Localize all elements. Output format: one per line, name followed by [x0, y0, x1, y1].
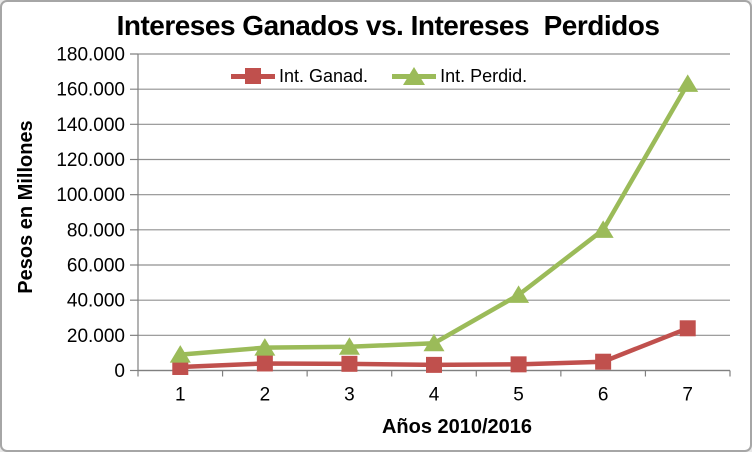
square-series-marker-icon — [231, 64, 275, 88]
y-tick-label: 40.000 — [67, 291, 125, 312]
y-tick-label: 120.000 — [56, 150, 125, 171]
x-tick-label: 1 — [175, 385, 186, 406]
x-tick-label: 7 — [682, 385, 693, 406]
triangle-series-marker-icon — [392, 64, 437, 88]
y-tick-label: 100.000 — [56, 185, 125, 206]
data-point-int-ganad — [595, 353, 612, 370]
legend-label-int-ganad: Int. Ganad. — [279, 65, 369, 86]
legend-square-icon — [245, 68, 261, 84]
data-point-int-ganad — [256, 355, 273, 372]
y-tick-label: 180.000 — [56, 45, 125, 66]
data-point-int-perdid — [508, 285, 530, 303]
y-tick-label: 160.000 — [56, 80, 125, 101]
y-tick-label: 0 — [114, 361, 125, 382]
y-tick-label: 60.000 — [67, 256, 125, 277]
x-tick-label: 3 — [344, 385, 355, 406]
data-point-int-ganad — [172, 358, 189, 375]
x-tick-label: 4 — [429, 385, 440, 406]
data-point-int-perdid — [677, 74, 699, 92]
legend-triangle-icon — [403, 67, 426, 85]
y-tick-label: 80.000 — [67, 220, 125, 241]
x-tick-label: 2 — [260, 385, 271, 406]
legend-label-int-perdid: Int. Perdid. — [440, 65, 528, 86]
data-point-int-ganad — [679, 320, 696, 337]
legend-item-int-ganad: Int. Ganad. — [231, 64, 368, 88]
x-tick-label: 6 — [598, 385, 609, 406]
x-axis-title: Años 2010/2016 — [381, 416, 533, 438]
data-point-int-perdid — [254, 338, 276, 356]
data-point-int-perdid — [169, 345, 191, 363]
data-point-int-perdid — [338, 337, 360, 355]
data-point-int-ganad — [341, 355, 358, 372]
chart-title: Intereses Ganados vs. Intereses Perdidos — [116, 10, 660, 41]
data-point-int-ganad — [426, 356, 442, 373]
y-axis-title: Pesos en Millones — [15, 120, 37, 294]
legend-item-int-perdid: Int. Perdid. — [392, 64, 527, 88]
legend: Int. Ganad. Int. Perdid. — [231, 64, 527, 88]
y-tick-label: 20.000 — [67, 326, 125, 347]
y-tick-label: 140.000 — [56, 115, 125, 136]
data-point-int-perdid — [423, 333, 445, 352]
data-point-int-perdid — [592, 220, 614, 238]
x-tick-label: 5 — [513, 385, 524, 406]
data-point-int-ganad — [510, 356, 527, 373]
